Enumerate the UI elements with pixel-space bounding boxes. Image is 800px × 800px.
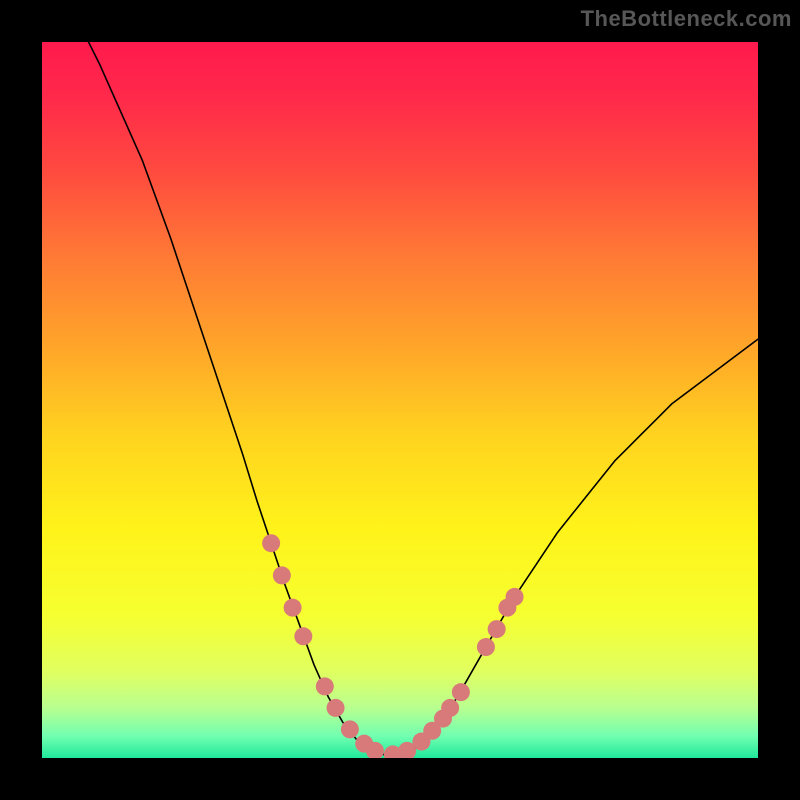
data-marker: [452, 683, 470, 701]
data-marker: [488, 620, 506, 638]
plot-area: [42, 42, 758, 758]
data-marker: [506, 588, 524, 606]
data-marker: [262, 534, 280, 552]
plot-background: [42, 42, 758, 758]
data-marker: [294, 627, 312, 645]
data-marker: [477, 638, 495, 656]
data-marker: [327, 699, 345, 717]
data-marker: [441, 699, 459, 717]
plot-svg: [42, 42, 758, 758]
data-marker: [316, 677, 334, 695]
watermark-text: TheBottleneck.com: [581, 6, 792, 32]
data-marker: [284, 599, 302, 617]
data-marker: [341, 720, 359, 738]
chart-root: TheBottleneck.com: [0, 0, 800, 800]
data-marker: [273, 566, 291, 584]
